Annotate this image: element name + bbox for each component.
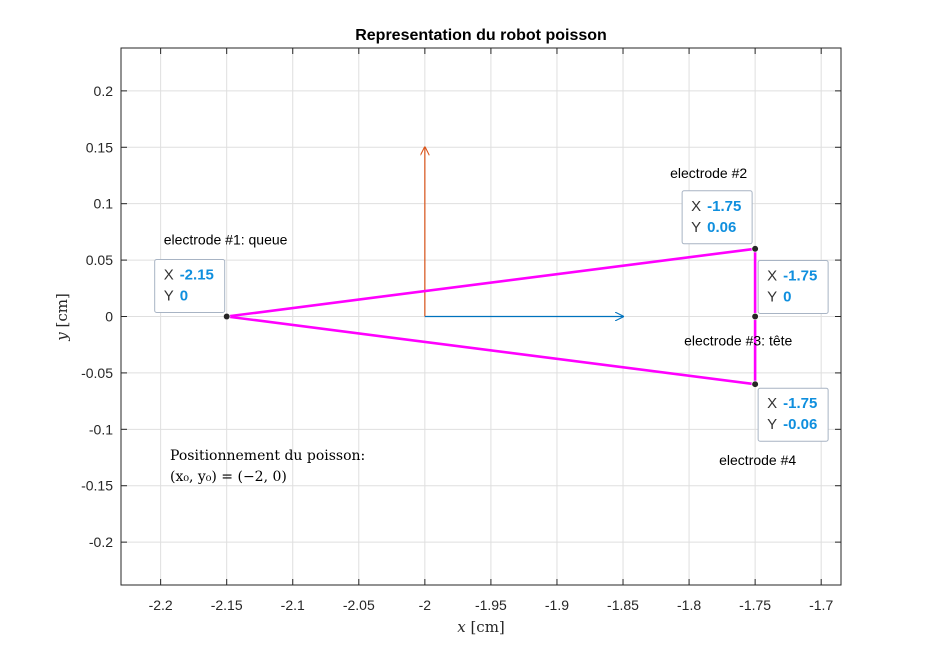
position-note-line2: (x₀, y₀) = (−2, 0) [170,469,287,485]
plot-area: -2.2 -2.15 -2.1 -2.05 -2 -1.95 -1.9 -1.85 -1.8 -1… [81,47,842,613]
chart-title: Representation du robot poisson [355,27,607,44]
datatip-x-key: X [164,267,174,284]
y-tick-label: 0.2 [94,83,114,99]
position-note: Positionnement du poisson: (x₀, y₀) = (−… [170,448,365,485]
axis-ticks: -2.2 -2.15 -2.1 -2.05 -2 -1.95 -1.9 -1.85 -1.8 -1… [81,48,841,613]
y-axis-unit: [cm] [53,293,71,327]
y-tick-label: 0 [105,309,113,325]
x-tick-label: -2.2 [149,597,173,613]
x-axis-unit: [cm] [470,618,504,636]
y-tick-label: -0.2 [89,534,113,550]
x-tick-label: -1.8 [677,597,701,613]
datatip-y-key: Y [767,289,777,306]
datatip[interactable]: X -1.75 Y 0 [757,260,829,314]
vectors [425,147,623,316]
electrode-point[interactable] [751,245,759,253]
position-note-line1: Positionnement du poisson: [170,448,365,464]
datatip-x-value: -1.75 [707,198,741,215]
x-tick-label: -2.05 [343,597,375,613]
electrode-point[interactable] [223,312,231,321]
svg-text:x [cm]: x [cm] [457,618,505,636]
x-tick-label: -2.15 [211,597,243,613]
datatip-y-value: 0 [180,288,188,305]
y-tick-label: -0.1 [89,421,113,437]
electrode-label: electrode #2 [670,165,747,181]
x-tick-label: -1.85 [607,597,639,613]
y-tick-label: -0.15 [81,478,113,494]
datatip-x-key: X [691,198,701,215]
datatip-y-value: -0.06 [783,416,817,433]
datatip-box [154,259,226,313]
datatip-x-value: -1.75 [783,395,817,412]
y-tick-label: 0.15 [86,139,113,155]
x-tick-label: -1.95 [475,597,507,613]
x-tick-label: -1.75 [739,597,771,613]
datatip-y-key: Y [691,219,701,236]
datatip-y-key: Y [767,416,777,433]
datatip-x-value: -1.75 [783,268,817,285]
datatip-x-value: -2.15 [180,267,214,284]
y-axis-label: y [cm] [53,293,71,342]
x-axis-label: x [cm] [457,618,505,636]
y-axis-var: y [53,332,71,342]
electrode-point[interactable] [751,380,759,388]
electrode-label: electrode #1: queue [164,232,288,248]
datatip[interactable]: X -2.15 Y 0 [154,259,226,313]
datatip[interactable]: X -1.75 Y 0.06 [681,190,753,245]
svg-text:y [cm]: y [cm] [53,293,71,342]
y-tick-label: 0.05 [86,252,113,268]
datatips: X -2.15Y 0X -1.75Y 0.06X -1.75Y 0X -1.75Y -0.06 [154,190,829,442]
x-tick-label: -1.7 [809,597,833,613]
datatip-y-value: 0 [783,289,791,306]
annotations: electrode #1: queue electrode #2 electrode… [164,165,797,468]
datatip-box [757,260,829,314]
electrode-point[interactable] [751,312,759,321]
datatip-y-value: 0.06 [707,219,736,236]
x-tick-label: -2.1 [281,597,305,613]
x-tick-label: -2 [419,597,432,613]
electrode-label: electrode #3: tête [684,333,792,349]
points [223,245,759,388]
datatip[interactable]: X -1.75 Y -0.06 [757,387,829,442]
x-tick-label: -1.9 [545,597,569,613]
y-tick-label: 0.1 [94,196,114,212]
datatip-box [757,387,829,442]
x-axis-var: x [457,618,466,636]
datatip-x-key: X [767,268,777,285]
electrode-label: electrode #4 [719,452,796,468]
datatip-x-key: X [767,395,777,412]
datatip-y-key: Y [164,288,174,305]
datatip-box [681,190,753,245]
plot-frame [120,47,842,586]
y-tick-label: -0.05 [81,365,113,381]
